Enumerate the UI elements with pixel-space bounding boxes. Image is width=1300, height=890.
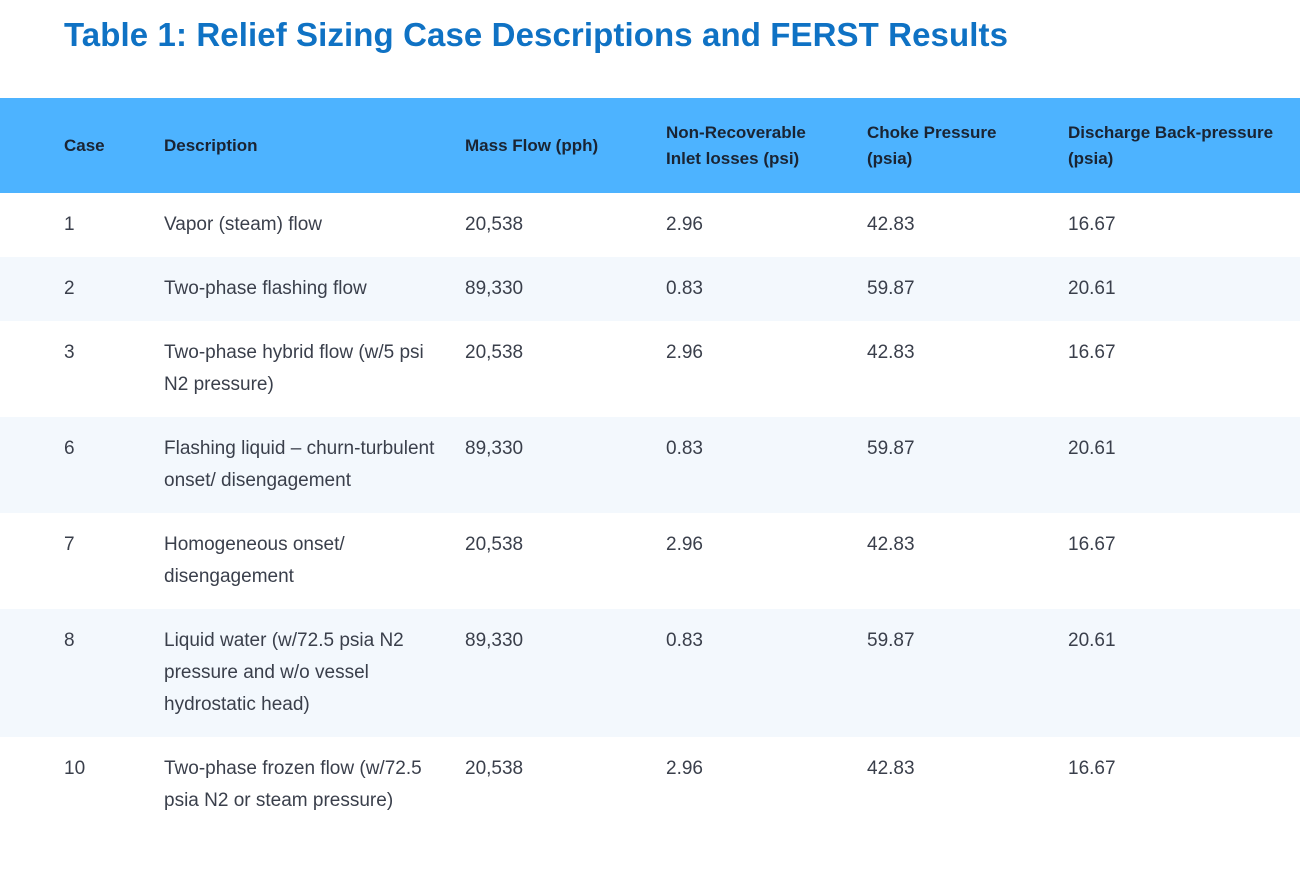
cell-description: Two-phase flashing flow	[164, 278, 367, 299]
cell-choke-pressure: 42.83	[867, 342, 915, 363]
cell-mass-flow: 89,330	[465, 438, 524, 459]
cell-mass-flow: 20,538	[465, 758, 524, 779]
cell-inlet-losses: 2.96	[666, 758, 703, 779]
cell-inlet-losses: 2.96	[666, 214, 703, 235]
cell-case: 3	[64, 342, 75, 363]
cell-case: 8	[64, 630, 75, 651]
header-inlet-losses: Non-Recoverable Inlet losses (psi)	[666, 122, 806, 168]
table-row: 6 Flashing liquid – churn-turbulent onse…	[0, 417, 1300, 513]
cell-choke-pressure: 42.83	[867, 534, 915, 555]
cell-mass-flow: 89,330	[465, 630, 524, 651]
cell-backpressure: 16.67	[1068, 214, 1116, 235]
table-row: 1 Vapor (steam) flow 20,538 2.96 42.83 1…	[0, 193, 1300, 257]
cell-inlet-losses: 2.96	[666, 534, 703, 555]
cell-backpressure: 20.61	[1068, 438, 1116, 459]
cell-inlet-losses: 2.96	[666, 342, 703, 363]
cell-description: Two-phase frozen flow (w/72.5 psia N2 or…	[164, 758, 422, 811]
table-title: Table 1: Relief Sizing Case Descriptions…	[64, 16, 1009, 53]
cell-case: 2	[64, 278, 75, 299]
header-case: Case	[64, 135, 105, 155]
header-mass-flow: Mass Flow (pph)	[465, 135, 599, 155]
cell-description: Flashing liquid – churn-turbulent onset/…	[164, 438, 435, 491]
header-choke-pressure: Choke Pressure (psia)	[867, 122, 997, 168]
cell-description: Homogeneous onset/ disengagement	[164, 534, 345, 587]
cell-case: 6	[64, 438, 75, 459]
cell-backpressure: 16.67	[1068, 342, 1116, 363]
cell-description: Vapor (steam) flow	[164, 214, 323, 235]
cell-choke-pressure: 42.83	[867, 214, 915, 235]
cell-backpressure: 16.67	[1068, 758, 1116, 779]
cell-mass-flow: 89,330	[465, 278, 524, 299]
cell-description: Liquid water (w/72.5 psia N2 pressure an…	[164, 630, 404, 715]
cell-inlet-losses: 0.83	[666, 438, 703, 459]
cell-mass-flow: 20,538	[465, 342, 524, 363]
cell-choke-pressure: 42.83	[867, 758, 915, 779]
cell-backpressure: 20.61	[1068, 278, 1116, 299]
cell-inlet-losses: 0.83	[666, 278, 703, 299]
table-row: 8 Liquid water (w/72.5 psia N2 pressure …	[0, 609, 1300, 737]
cell-backpressure: 16.67	[1068, 534, 1116, 555]
cell-case: 7	[64, 534, 75, 555]
cell-choke-pressure: 59.87	[867, 278, 915, 299]
table-row: 2 Two-phase flashing flow 89,330 0.83 59…	[0, 257, 1300, 321]
header-description: Description	[164, 135, 258, 155]
relief-sizing-table: Case Description Mass Flow (pph) Non-Rec…	[0, 98, 1300, 833]
cell-inlet-losses: 0.83	[666, 630, 703, 651]
cell-mass-flow: 20,538	[465, 534, 524, 555]
cell-mass-flow: 20,538	[465, 214, 524, 235]
table-row: 7 Homogeneous onset/ disengagement 20,53…	[0, 513, 1300, 609]
cell-choke-pressure: 59.87	[867, 630, 915, 651]
header-backpressure: Discharge Back-pressure (psia)	[1068, 122, 1274, 168]
cell-description: Two-phase hybrid flow (w/5 psi N2 pressu…	[164, 342, 424, 395]
cell-case: 1	[64, 214, 75, 235]
cell-choke-pressure: 59.87	[867, 438, 915, 459]
table-header-row: Case Description Mass Flow (pph) Non-Rec…	[0, 98, 1300, 193]
table-row: 10 Two-phase frozen flow (w/72.5 psia N2…	[0, 737, 1300, 833]
cell-case: 10	[64, 758, 86, 779]
cell-backpressure: 20.61	[1068, 630, 1116, 651]
table-row: 3 Two-phase hybrid flow (w/5 psi N2 pres…	[0, 321, 1300, 417]
